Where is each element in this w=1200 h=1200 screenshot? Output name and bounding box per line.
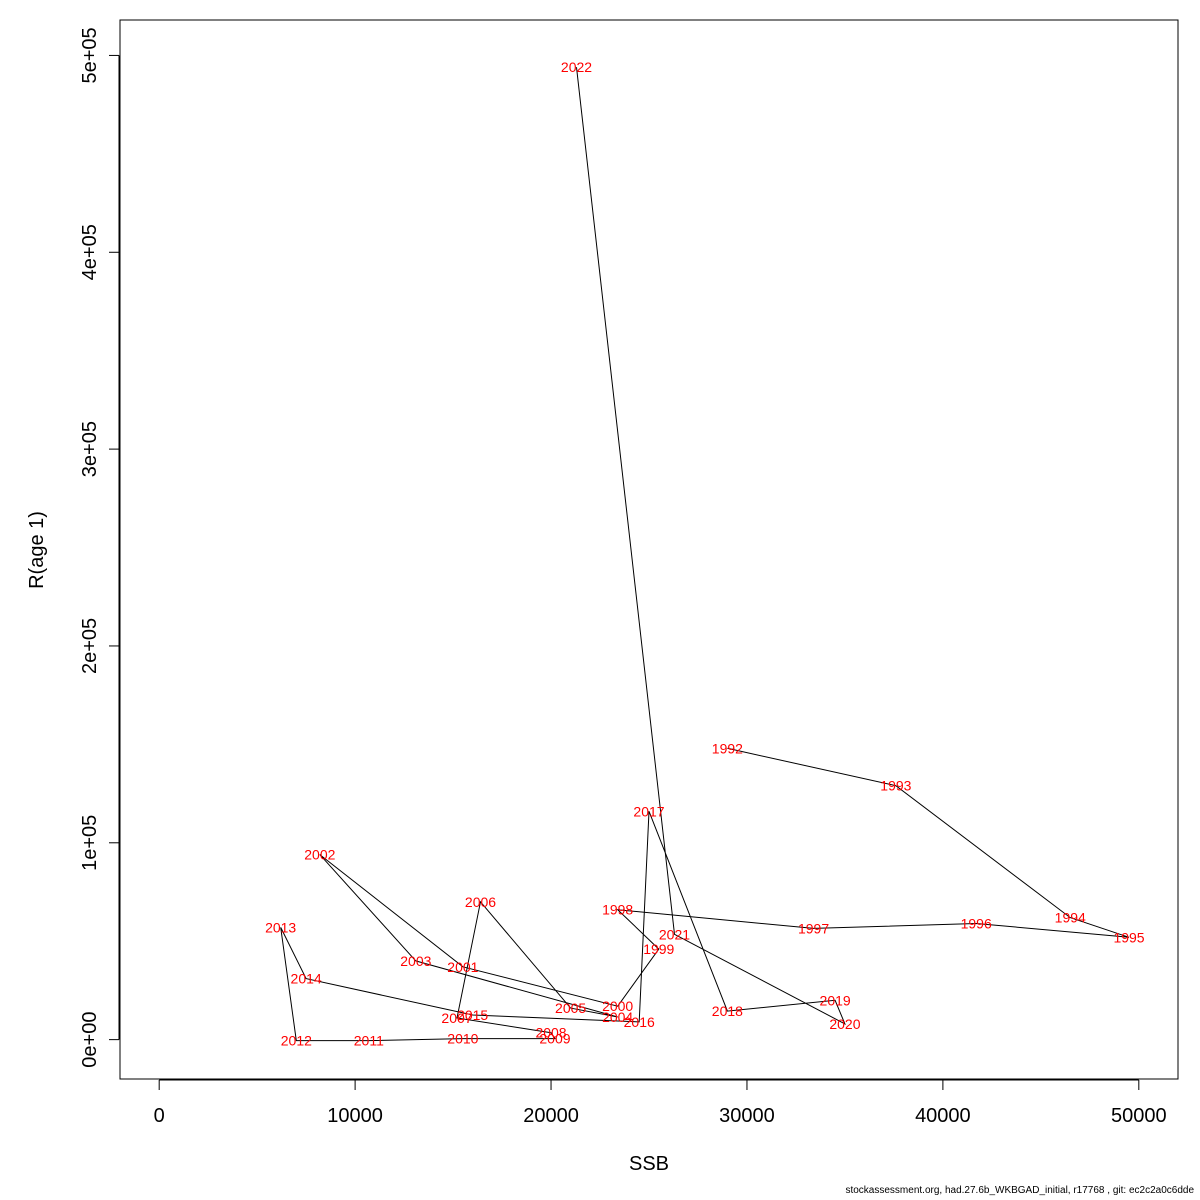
year-point-label: 2009 bbox=[539, 1031, 570, 1047]
footer-credit: stockassessment.org, had.27.6b_WKBGAD_in… bbox=[845, 1185, 1194, 1196]
year-point-label: 2006 bbox=[465, 894, 496, 910]
x-tick-label: 50000 bbox=[1111, 1105, 1167, 1127]
x-tick-label: 20000 bbox=[523, 1105, 579, 1127]
y-tick-label: 3e+05 bbox=[79, 421, 101, 477]
year-point-label: 2001 bbox=[447, 959, 478, 975]
y-tick-label: 0e+00 bbox=[79, 1012, 101, 1068]
year-point-label: 2022 bbox=[561, 59, 592, 75]
year-point-label: 1998 bbox=[602, 902, 633, 918]
point-labels: 1992 1993 1994 1995 1996 1997 1998 1999 2000 2001… bbox=[265, 59, 1145, 1048]
y-axis: 0e+00 1e+05 2e+05 3e+05 4e+05 5e+05 bbox=[79, 27, 120, 1068]
year-point-label: 2010 bbox=[447, 1031, 478, 1047]
y-axis-title: R(age 1) bbox=[26, 511, 48, 589]
year-point-label: 1995 bbox=[1113, 929, 1144, 945]
year-point-label: 2000 bbox=[602, 998, 633, 1014]
plot-frame bbox=[119, 19, 1179, 1080]
year-point-label: 1996 bbox=[961, 915, 992, 931]
year-point-label: 2016 bbox=[624, 1014, 655, 1030]
x-tick-label: 0 bbox=[154, 1105, 165, 1127]
year-point-label: 2020 bbox=[829, 1016, 860, 1032]
year-point-label: 2003 bbox=[400, 953, 431, 969]
year-point-label: 2014 bbox=[291, 971, 322, 987]
year-point-label: 2008 bbox=[535, 1025, 566, 1041]
year-point-label: 2007 bbox=[441, 1010, 472, 1026]
x-tick-label: 30000 bbox=[719, 1105, 775, 1127]
x-axis-title: SSB bbox=[629, 1153, 669, 1175]
year-point-label: 2004 bbox=[602, 1009, 633, 1025]
year-point-label: 1993 bbox=[880, 778, 911, 794]
year-point-label: 2015 bbox=[457, 1007, 488, 1023]
year-point-label: 1997 bbox=[798, 920, 829, 936]
x-tick-label: 10000 bbox=[327, 1105, 383, 1127]
year-point-label: 1992 bbox=[712, 740, 743, 756]
x-axis: 0 10000 20000 30000 40000 50000 bbox=[154, 1079, 1167, 1127]
year-point-label: 2002 bbox=[304, 847, 335, 863]
year-point-label: 2013 bbox=[265, 919, 296, 935]
year-point-label: 2017 bbox=[633, 803, 664, 819]
year-point-label: 1999 bbox=[643, 941, 674, 957]
year-point-label: 2011 bbox=[354, 1033, 384, 1049]
y-tick-label: 2e+05 bbox=[79, 618, 101, 674]
year-point-label: 2019 bbox=[820, 992, 851, 1008]
x-tick-label: 40000 bbox=[915, 1105, 971, 1127]
series-line bbox=[280, 67, 1130, 1042]
y-tick-label: 1e+05 bbox=[79, 815, 101, 871]
y-tick-label: 4e+05 bbox=[79, 224, 101, 280]
year-point-label: 2012 bbox=[281, 1033, 312, 1049]
year-point-label: 2021 bbox=[659, 926, 690, 942]
year-point-label: 1994 bbox=[1055, 910, 1086, 926]
year-point-label: 2018 bbox=[712, 1003, 743, 1019]
year-point-label: 2005 bbox=[555, 1000, 586, 1016]
y-tick-label: 5e+05 bbox=[79, 27, 101, 83]
recruitment-trajectory-line bbox=[280, 67, 1130, 1042]
